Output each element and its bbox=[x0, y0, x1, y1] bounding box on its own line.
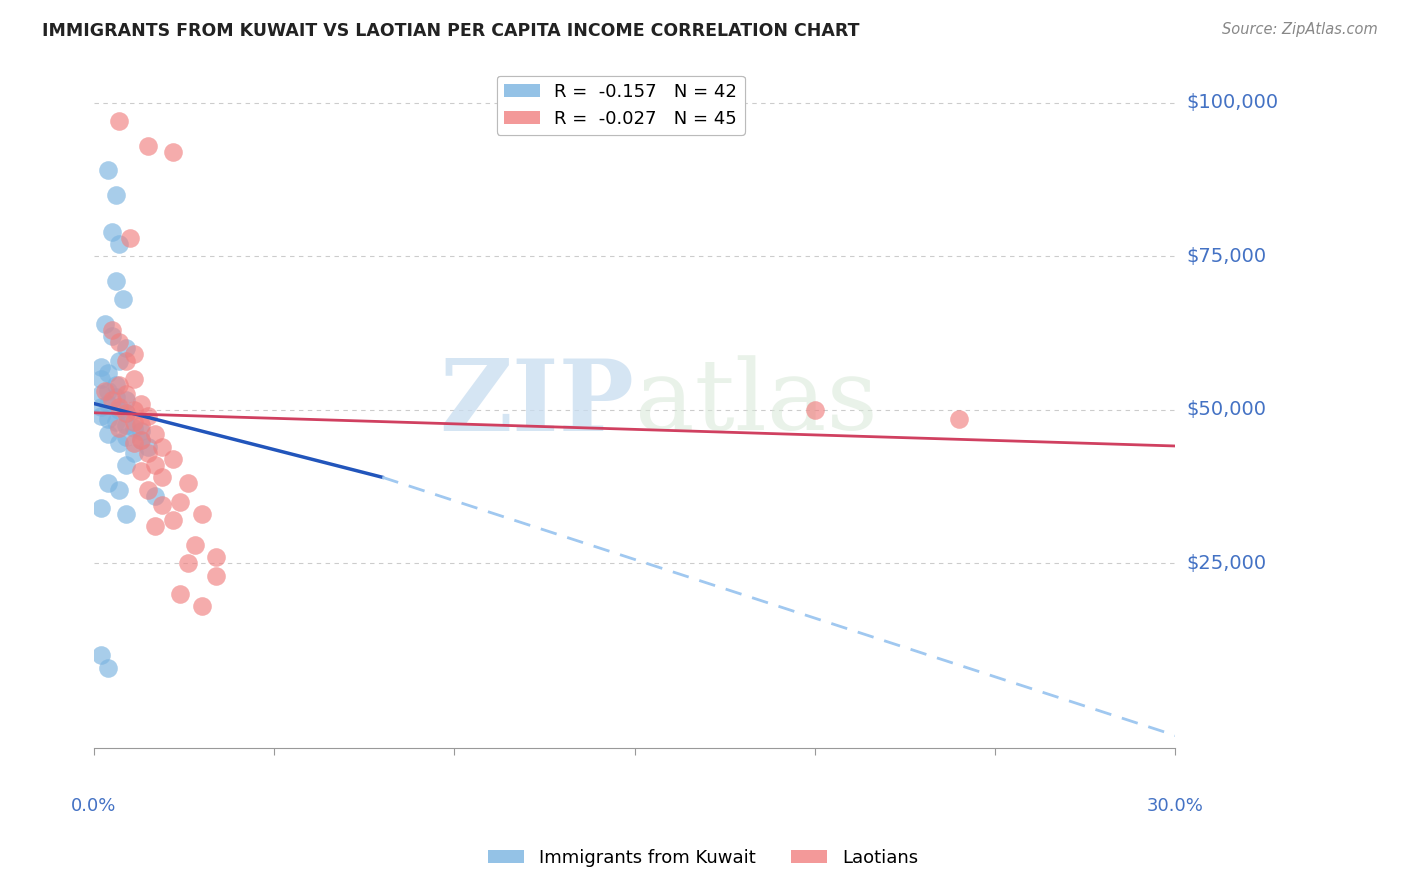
Point bbox=[108, 421, 131, 435]
Point bbox=[162, 451, 184, 466]
Point bbox=[115, 507, 138, 521]
Point bbox=[115, 387, 138, 401]
Point bbox=[90, 648, 112, 663]
Point bbox=[97, 476, 120, 491]
Text: 0.0%: 0.0% bbox=[72, 797, 117, 814]
Point bbox=[104, 187, 127, 202]
Point bbox=[90, 500, 112, 515]
Point bbox=[115, 458, 138, 472]
Point bbox=[101, 329, 124, 343]
Point bbox=[136, 483, 159, 497]
Point bbox=[97, 427, 120, 442]
Legend: R =  -0.157   N = 42, R =  -0.027   N = 45: R = -0.157 N = 42, R = -0.027 N = 45 bbox=[496, 76, 745, 135]
Legend: Immigrants from Kuwait, Laotians: Immigrants from Kuwait, Laotians bbox=[481, 842, 925, 874]
Point bbox=[152, 470, 174, 484]
Point bbox=[101, 393, 124, 408]
Point bbox=[129, 396, 152, 410]
Point bbox=[191, 599, 214, 614]
Point bbox=[101, 225, 124, 239]
Point bbox=[115, 406, 138, 420]
Point bbox=[97, 412, 120, 426]
Text: ZIP: ZIP bbox=[440, 355, 634, 452]
Point bbox=[108, 378, 131, 392]
Text: IMMIGRANTS FROM KUWAIT VS LAOTIAN PER CAPITA INCOME CORRELATION CHART: IMMIGRANTS FROM KUWAIT VS LAOTIAN PER CA… bbox=[42, 22, 859, 40]
Point bbox=[122, 415, 145, 429]
Point bbox=[152, 440, 174, 454]
Point bbox=[122, 421, 145, 435]
Text: $25,000: $25,000 bbox=[1187, 554, 1267, 573]
Point bbox=[136, 440, 159, 454]
Point bbox=[136, 445, 159, 459]
Point bbox=[93, 384, 115, 399]
Point bbox=[169, 587, 191, 601]
Point bbox=[93, 317, 115, 331]
Point bbox=[108, 483, 131, 497]
Point bbox=[115, 341, 138, 355]
Point bbox=[97, 366, 120, 380]
Point bbox=[97, 384, 120, 399]
Point bbox=[108, 436, 131, 450]
Point bbox=[122, 445, 145, 459]
Point bbox=[108, 114, 131, 128]
Point bbox=[108, 353, 131, 368]
Point bbox=[129, 418, 152, 433]
Point bbox=[108, 400, 131, 414]
Point bbox=[90, 400, 112, 414]
Point bbox=[152, 498, 174, 512]
Point bbox=[90, 409, 112, 423]
Point bbox=[143, 427, 166, 442]
Point bbox=[111, 292, 134, 306]
Point bbox=[115, 418, 138, 433]
Point bbox=[108, 236, 131, 251]
Point bbox=[143, 519, 166, 533]
Point bbox=[108, 335, 131, 350]
Point bbox=[115, 406, 138, 420]
Point bbox=[90, 359, 112, 374]
Point bbox=[169, 495, 191, 509]
Point bbox=[90, 372, 112, 386]
Point bbox=[97, 396, 120, 410]
Point bbox=[115, 430, 138, 444]
Text: 30.0%: 30.0% bbox=[1147, 797, 1204, 814]
Point bbox=[97, 163, 120, 178]
Point bbox=[129, 434, 152, 448]
Point bbox=[122, 372, 145, 386]
Point bbox=[104, 415, 127, 429]
Point bbox=[115, 353, 138, 368]
Point bbox=[948, 412, 970, 426]
Point bbox=[205, 550, 228, 565]
Point bbox=[143, 489, 166, 503]
Point bbox=[122, 347, 145, 361]
Point bbox=[129, 424, 152, 438]
Point bbox=[143, 458, 166, 472]
Point bbox=[90, 387, 112, 401]
Point bbox=[162, 145, 184, 159]
Point bbox=[176, 556, 198, 570]
Point bbox=[122, 402, 145, 417]
Text: atlas: atlas bbox=[634, 356, 877, 451]
Point bbox=[129, 434, 152, 448]
Point bbox=[118, 230, 141, 244]
Point bbox=[205, 568, 228, 582]
Text: $50,000: $50,000 bbox=[1187, 401, 1267, 419]
Point bbox=[115, 393, 138, 408]
Point bbox=[108, 402, 131, 417]
Point bbox=[804, 402, 827, 417]
Point bbox=[176, 476, 198, 491]
Text: Source: ZipAtlas.com: Source: ZipAtlas.com bbox=[1222, 22, 1378, 37]
Point bbox=[104, 391, 127, 405]
Point bbox=[136, 138, 159, 153]
Point bbox=[129, 464, 152, 478]
Point bbox=[184, 538, 207, 552]
Point bbox=[104, 274, 127, 288]
Point bbox=[191, 507, 214, 521]
Point bbox=[136, 409, 159, 423]
Point bbox=[104, 378, 127, 392]
Text: $75,000: $75,000 bbox=[1187, 247, 1267, 266]
Text: $100,000: $100,000 bbox=[1187, 93, 1278, 112]
Point bbox=[101, 323, 124, 337]
Point bbox=[122, 436, 145, 450]
Point bbox=[97, 660, 120, 674]
Point bbox=[162, 513, 184, 527]
